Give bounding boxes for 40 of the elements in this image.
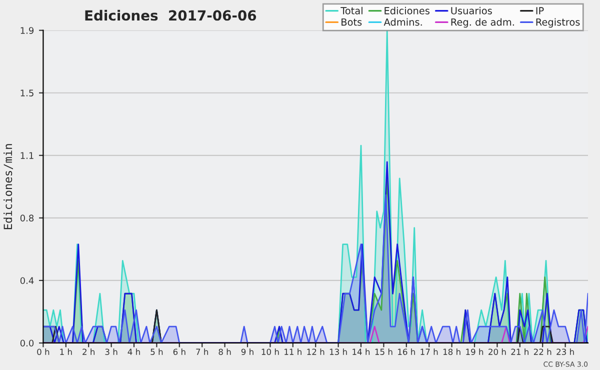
- y-tick-label: 1.5: [20, 90, 34, 96]
- legend-label: Ediciones: [384, 6, 430, 14]
- legend-label: Usuarios: [451, 6, 492, 14]
- x-tick-label: 12 h: [307, 348, 324, 355]
- x-tick-label: 15 h: [375, 348, 392, 355]
- legend-label: IP: [536, 7, 544, 14]
- x-tick-label: 3 h: [105, 348, 118, 355]
- x-tick-label: 4 h: [128, 348, 140, 355]
- y-tick-label: 0.8: [20, 214, 34, 222]
- x-tick-label: 8 h: [218, 348, 231, 355]
- x-tick-label: 1 h: [60, 348, 72, 355]
- x-tick-label: 0 h: [37, 348, 50, 355]
- x-tick-label: 17 h: [420, 348, 438, 355]
- x-tick-label: 11 h: [284, 348, 302, 355]
- y-axis-title: Ediciones/min: [4, 144, 13, 230]
- x-tick-label: 20 h: [488, 348, 506, 355]
- x-tick-label: 18 h: [443, 348, 460, 355]
- x-tick-label: 22 h: [534, 348, 552, 355]
- x-tick-label: 6 h: [173, 348, 186, 355]
- x-tick-label: 9 h: [241, 348, 254, 355]
- x-tick-label: 2 h: [82, 348, 95, 355]
- y-tick-label: 1.9: [20, 27, 34, 34]
- x-tick-label: 14 h: [352, 348, 370, 355]
- x-tick-label: 10 h: [262, 348, 279, 355]
- x-tick-label: 7 h: [196, 348, 208, 355]
- x-tick-label: 5 h: [150, 348, 163, 355]
- legend-label: Bots: [342, 18, 362, 26]
- x-tick-label: 16 h: [398, 348, 415, 355]
- legend-label: Reg. de adm.: [451, 18, 514, 28]
- y-tick-label: 0.4: [20, 277, 34, 284]
- x-tick-label: 13 h: [330, 348, 347, 355]
- legend-label: Admins.: [384, 18, 422, 26]
- x-tick-label: 23 h: [556, 348, 574, 355]
- legend-label: Registros: [536, 18, 580, 28]
- y-tick-label: 1.1: [20, 152, 34, 159]
- x-tick-label: 21 h: [511, 348, 528, 355]
- chart-title: Ediciones 2017-06-06: [85, 10, 256, 21]
- legend-label: Total: [340, 6, 362, 14]
- y-tick-label: 0.0: [20, 340, 34, 347]
- x-tick-label: 19 h: [466, 348, 484, 355]
